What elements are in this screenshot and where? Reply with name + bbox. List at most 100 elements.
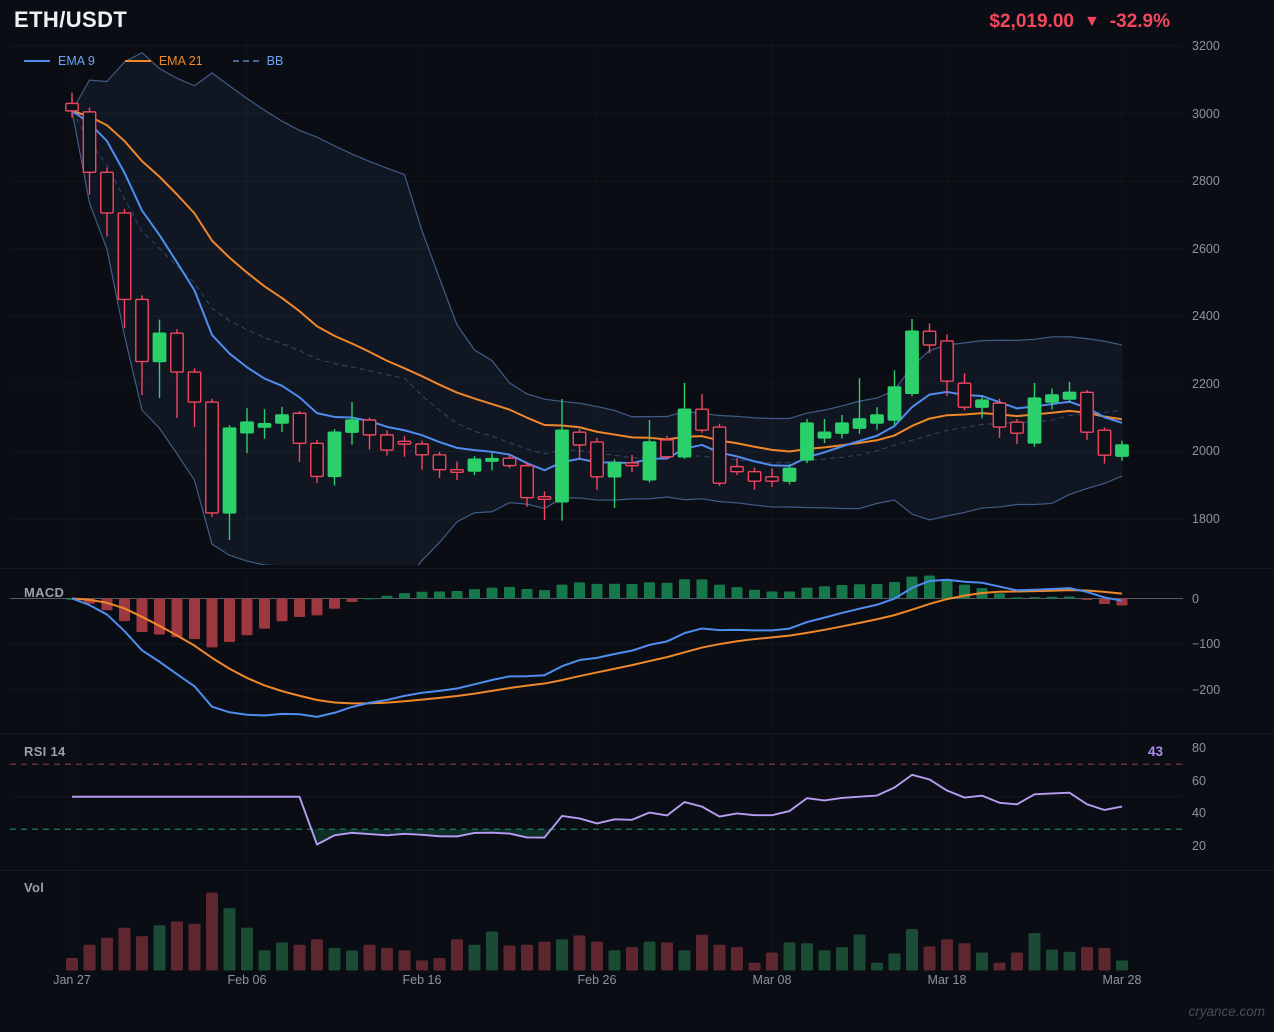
legend-item-bb[interactable]: BB [232, 54, 283, 68]
volume-bar [958, 943, 971, 971]
ema21-line-swatch-icon [124, 60, 151, 62]
volume-bar [136, 936, 148, 971]
volume-bar [1116, 960, 1128, 971]
volume-bar [573, 935, 586, 971]
macd-bar [836, 584, 848, 599]
macd-bar [1029, 597, 1040, 599]
volume-bar [976, 952, 988, 971]
candle-body [555, 429, 569, 503]
candle-body [625, 462, 639, 467]
macd-bar [556, 584, 568, 599]
volume-bar [101, 937, 113, 971]
panel-divider [0, 568, 1274, 569]
volume-bar [941, 939, 953, 971]
macd-bar [941, 579, 953, 599]
candle-body [887, 386, 902, 421]
volume-bar [171, 921, 183, 971]
candle-body [1080, 391, 1094, 433]
volume-bar [363, 944, 376, 971]
candle-body [800, 422, 814, 461]
candle-body [205, 401, 219, 514]
candle-body [222, 427, 237, 514]
volume-bar [643, 941, 656, 971]
volume-panel[interactable] [0, 872, 1274, 972]
candle-body [852, 418, 867, 429]
macd-bar [311, 598, 323, 616]
price-axis-tick: 2400 [1192, 309, 1220, 324]
legend-label: EMA 9 [58, 54, 95, 68]
volume-bar [381, 947, 393, 971]
candle-body [1010, 421, 1024, 434]
macd-bar [749, 589, 760, 599]
macd-bar [626, 584, 638, 599]
candle-body [905, 330, 919, 395]
candle-body [100, 171, 114, 214]
macd-bar [346, 598, 358, 603]
volume-bar [293, 944, 306, 971]
candle-body [310, 442, 324, 478]
macd-bar [259, 598, 270, 629]
rsi-panel[interactable] [0, 735, 1274, 868]
volume-bar [451, 939, 463, 971]
macd-bar [994, 593, 1005, 599]
candle-body [170, 332, 184, 373]
macd-bar [171, 598, 183, 638]
candle-body [835, 422, 849, 434]
macd-bar [539, 590, 550, 599]
volume-panel-label: Vol [24, 880, 45, 895]
rsi-axis-tick: 80 [1192, 741, 1206, 755]
watermark: cryance.com [1188, 1004, 1265, 1019]
rsi-oversold-fill [72, 829, 1122, 845]
x-axis-label: Mar 08 [752, 973, 792, 987]
candle-body [432, 454, 447, 471]
macd-bar [1099, 598, 1110, 605]
candle-body [940, 340, 954, 382]
last-price: $2,019.00 [989, 11, 1074, 32]
volume-bar [871, 962, 883, 971]
macd-bar [329, 598, 340, 609]
macd-bar [801, 587, 813, 599]
macd-bar [696, 579, 708, 599]
volume-bar [83, 944, 96, 971]
macd-bar [224, 598, 235, 643]
candle-body [1062, 391, 1077, 400]
volume-bar [66, 958, 78, 971]
legend-label: EMA 21 [158, 54, 203, 68]
price-chart[interactable] [0, 40, 1274, 565]
volume-bar [188, 923, 201, 971]
candle-body [677, 408, 692, 458]
macd-bar [241, 598, 253, 636]
candle-body [327, 431, 342, 478]
price-axis-tick: 2600 [1192, 241, 1220, 256]
candle-body [1027, 397, 1042, 444]
symbol-title: ETH/USDT [14, 7, 128, 32]
volume-bar [993, 962, 1006, 971]
candlesticks [65, 92, 1129, 540]
candle-body [1115, 444, 1129, 457]
candle-body [82, 111, 97, 174]
macd-bar [924, 575, 935, 599]
macd-bar [819, 586, 830, 599]
rsi-panel-label: RSI 14 [24, 744, 66, 759]
macd-panel[interactable] [0, 570, 1274, 732]
volume-bar [503, 945, 516, 971]
volume-bar [801, 943, 813, 971]
macd-bar [871, 584, 883, 599]
down-arrow-icon: ▼ [1083, 13, 1100, 30]
macd-bar [399, 593, 410, 599]
macd-bar [1081, 598, 1093, 600]
candle-body [65, 102, 79, 112]
macd-bar [784, 591, 795, 599]
x-axis-label: Mar 28 [1102, 973, 1142, 987]
volume-bar [696, 934, 708, 971]
x-axis-label: Feb 16 [402, 973, 442, 987]
candle-body [537, 496, 552, 501]
legend-item-ema21[interactable]: EMA 21 [124, 54, 203, 68]
legend-item-ema9[interactable]: EMA 9 [24, 54, 95, 68]
candle-body [415, 443, 429, 456]
bb-dashed-swatch-icon [232, 60, 259, 62]
candle-body [520, 464, 534, 499]
price-change-percent: -32.9% [1109, 11, 1170, 32]
volume-bar [538, 941, 551, 971]
volume-bar [766, 952, 778, 971]
